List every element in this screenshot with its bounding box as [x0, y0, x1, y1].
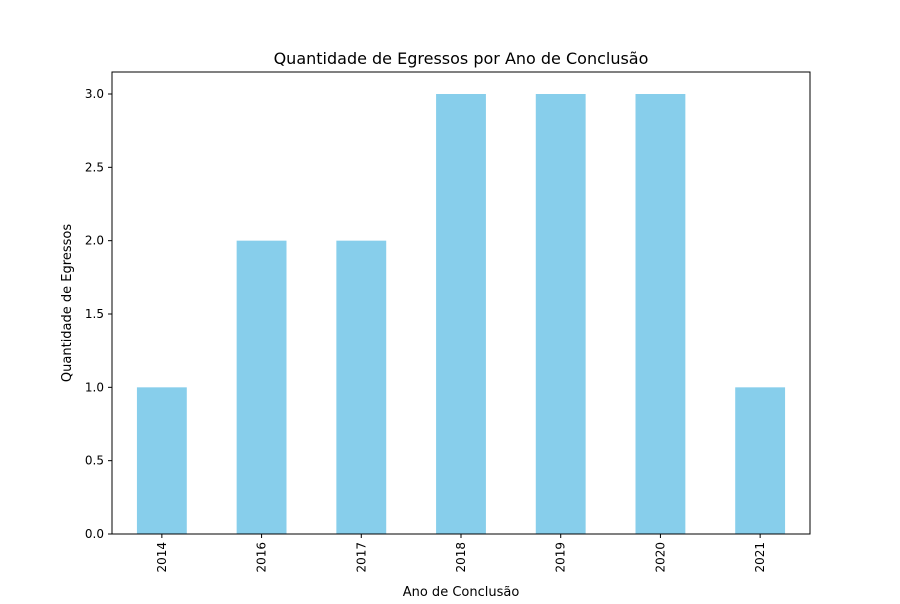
bar-2016	[236, 240, 287, 534]
y-tick-label: 2.0	[85, 234, 104, 248]
bar-2017	[336, 240, 387, 534]
x-tick-label: 2020	[653, 542, 667, 573]
x-tick-label: 2019	[554, 542, 568, 573]
bar-2019	[535, 94, 586, 534]
y-tick-label: 2.5	[85, 160, 104, 174]
y-tick-label: 0.0	[85, 527, 104, 541]
y-tick-label: 0.5	[85, 454, 104, 468]
x-tick-label: 2017	[354, 542, 368, 573]
bar-2014	[136, 387, 187, 534]
bar-2020	[635, 94, 686, 534]
chart-title: Quantidade de Egressos por Ano de Conclu…	[274, 49, 649, 68]
x-tick-label: 2014	[155, 542, 169, 573]
x-axis-label: Ano de Conclusão	[403, 585, 520, 600]
x-tick-label: 2021	[753, 542, 767, 573]
plot-area: 0.0 0.5 1.0 1.5 2.0 2.5 3.0 2014 2016 2017 2018 201…	[85, 71, 811, 573]
y-tick-label: 1.0	[85, 380, 104, 394]
x-tick-label: 2018	[454, 542, 468, 573]
y-axis-label: Quantidade de Egressos	[60, 224, 75, 382]
bar-2021	[735, 387, 786, 534]
y-tick-label: 3.0	[85, 87, 104, 101]
y-tick-label: 1.5	[85, 307, 104, 321]
bar-2018	[436, 94, 486, 534]
x-tick-label: 2016	[255, 542, 269, 573]
